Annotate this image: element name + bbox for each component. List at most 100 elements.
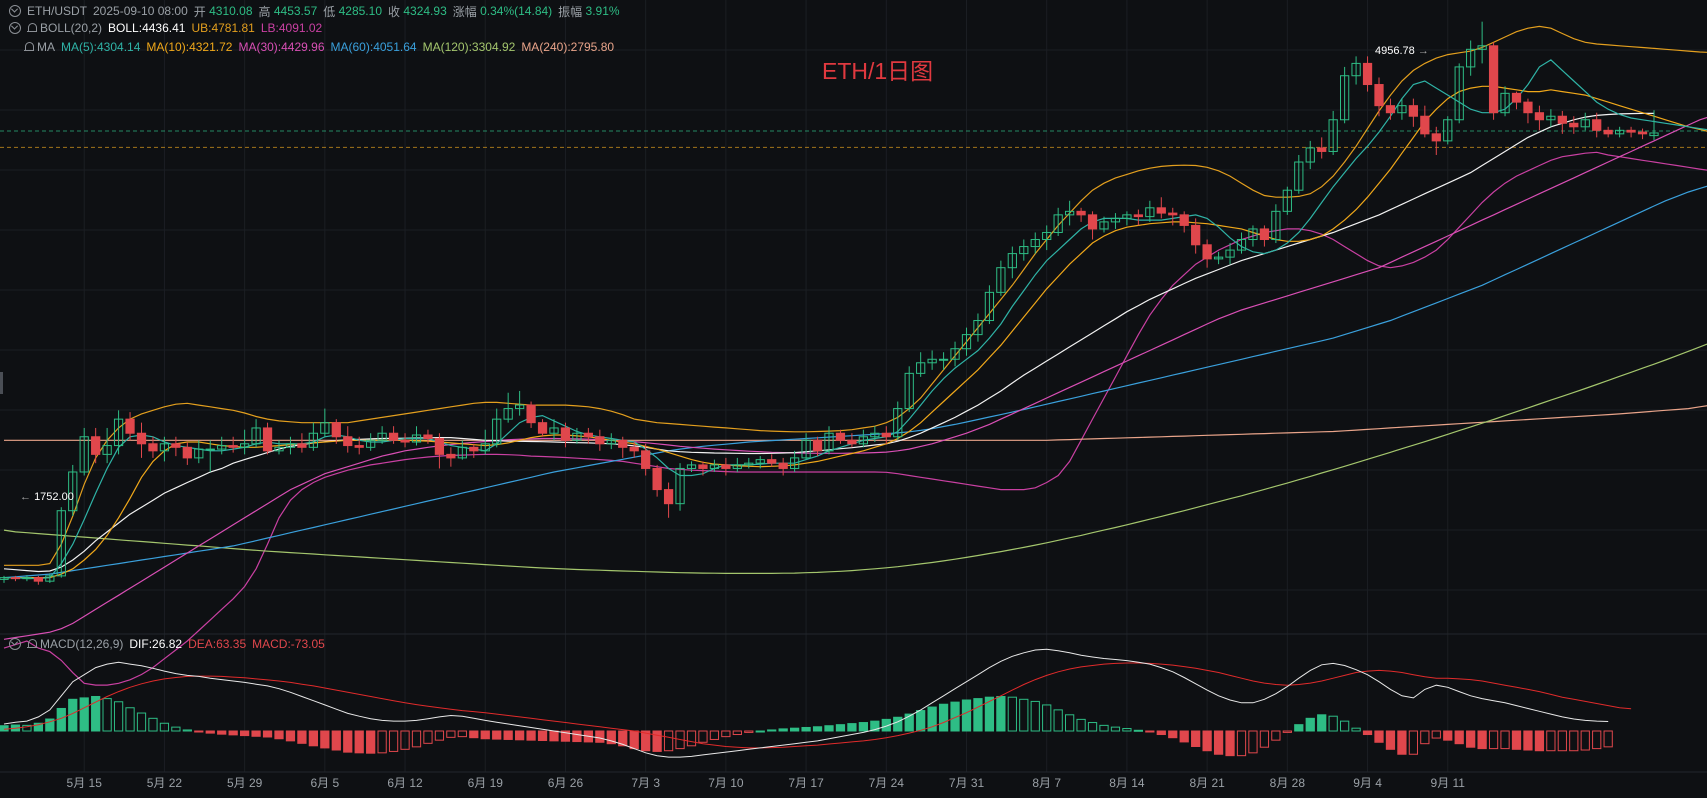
candle-body: [709, 464, 720, 469]
candle-body: [1122, 214, 1132, 219]
candle-body: [446, 453, 456, 459]
candle-body: [0, 577, 9, 580]
macd-alert-bell-icon[interactable]: [27, 639, 37, 649]
boll-collapse-icon[interactable]: [9, 22, 21, 34]
macd-histogram-bar: [1168, 730, 1178, 739]
high-label: 高: [258, 4, 271, 19]
collapse-toggle-icon[interactable]: [9, 5, 21, 17]
candle-body: [480, 443, 490, 452]
macd-histogram-bar: [938, 703, 949, 732]
ma-alert-bell-icon[interactable]: [24, 42, 34, 52]
macd-histogram-bar: [755, 730, 765, 733]
macd-histogram-bar: [801, 726, 811, 732]
candle-body: [732, 464, 742, 469]
macd-histogram-bar: [1592, 730, 1602, 750]
macd-histogram-bar: [171, 726, 181, 732]
macd-histogram-bar: [434, 730, 445, 741]
macd-histogram-bar: [732, 730, 742, 736]
candle-body: [1191, 224, 1201, 246]
candle-body: [1523, 101, 1533, 114]
macd-histogram-bar: [308, 730, 318, 747]
candle-body: [1569, 122, 1579, 128]
macd-histogram-bar: [595, 730, 605, 743]
candle-body: [938, 358, 949, 361]
candle-body: [1053, 214, 1063, 233]
macd-dif-line: [3, 648, 1609, 758]
macd-histogram-bar: [1340, 720, 1350, 732]
macd-histogram-bar: [1569, 730, 1579, 752]
candle-body: [1282, 189, 1292, 212]
candle-body: [1649, 132, 1659, 137]
candle-body: [1202, 244, 1212, 260]
candle-body: [893, 408, 903, 438]
candle-body: [1042, 231, 1052, 241]
candle-body: [996, 267, 1006, 293]
candle-body: [801, 439, 811, 459]
candle-body: [1592, 119, 1602, 131]
x-tick-label: 6月 5: [310, 776, 339, 790]
candle-body: [1466, 48, 1476, 68]
candle-body: [171, 443, 181, 448]
candle-body: [698, 464, 708, 469]
macd-histogram-bar: [388, 730, 399, 752]
candle-body: [1454, 66, 1464, 121]
macd-histogram-bar: [33, 722, 43, 732]
macd-histogram-bar: [537, 730, 548, 742]
candle-body: [572, 432, 582, 441]
candle-body: [434, 438, 445, 455]
boll-alert-bell-icon[interactable]: [27, 23, 37, 33]
candle-body: [148, 443, 158, 452]
candle-body: [1179, 214, 1189, 226]
open-value: 4310.08: [209, 4, 253, 18]
macd-histogram-bar: [194, 730, 204, 733]
candle-body: [1213, 256, 1224, 260]
boll-lb-line: [3, 151, 1707, 686]
macd-histogram-bar: [1236, 730, 1247, 757]
ma30-line: [3, 116, 1707, 640]
macd-histogram-bar: [1133, 729, 1143, 732]
macd-histogram-bar: [377, 730, 387, 754]
macd-histogram-bar: [1534, 730, 1545, 752]
candle-body: [457, 446, 467, 459]
macd-histogram-bar: [1385, 730, 1396, 750]
macd-histogram-bar: [217, 730, 227, 735]
candle-body: [308, 432, 318, 448]
boll-mid-line: [3, 112, 1654, 573]
macd-histogram-bar: [1466, 730, 1476, 748]
candle-body: [320, 422, 330, 434]
x-tick-label: 7月 10: [708, 776, 744, 790]
macd-histogram-bar: [893, 716, 903, 732]
macd-histogram-bar: [973, 698, 983, 732]
macd-histogram-bar: [1030, 700, 1040, 732]
x-tick-label: 7月 31: [949, 776, 985, 790]
candle-body: [1317, 147, 1327, 152]
macd-collapse-icon[interactable]: [9, 638, 21, 650]
macd-histogram-bar: [1454, 730, 1464, 745]
high-price-annotation: 4956.78 →: [1375, 45, 1429, 57]
macd-histogram-bar: [1488, 730, 1499, 750]
open-label: 开: [193, 4, 206, 19]
macd-histogram-bar: [778, 728, 788, 732]
candle-body: [583, 432, 593, 438]
amplitude-label: 振幅: [558, 4, 583, 19]
macd-histogram-bar: [1580, 730, 1590, 751]
candle-body: [858, 436, 868, 445]
macd-histogram-bar: [1546, 730, 1556, 752]
x-tick-label: 5月 22: [147, 776, 183, 790]
candle-body: [469, 446, 479, 452]
candle-body: [916, 362, 926, 374]
candle-body: [641, 450, 651, 469]
macd-histogram-bar: [858, 722, 868, 732]
macd-histogram-bar: [835, 724, 846, 732]
macd-histogram-bar: [411, 730, 422, 748]
ma120-line: [3, 343, 1707, 575]
candle-body: [1225, 249, 1235, 258]
candle-body: [240, 443, 250, 448]
macd-histogram-bar: [423, 730, 433, 744]
macd-histogram-bar: [641, 730, 651, 752]
candle-body: [515, 404, 525, 410]
candle-body: [102, 445, 112, 455]
macd-histogram-bar: [904, 713, 914, 732]
candle-body: [1557, 115, 1567, 124]
